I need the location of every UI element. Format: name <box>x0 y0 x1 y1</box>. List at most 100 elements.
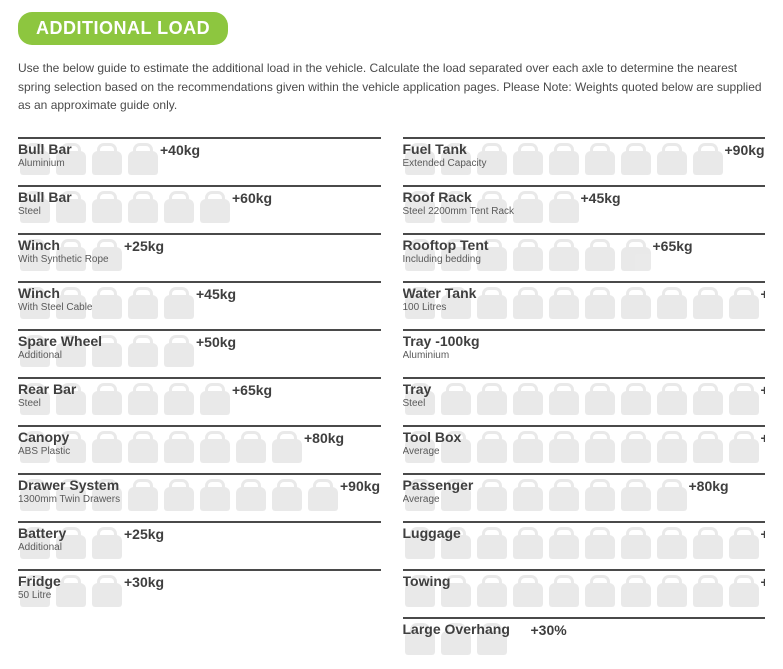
row-subtitle: Average <box>403 446 462 457</box>
weight-icon <box>691 575 725 607</box>
row-subtitle: ABS Plastic <box>18 446 70 457</box>
load-row: Towing +100-300kg <box>403 569 766 609</box>
columns-container: Bull BarAluminium+40kgBull BarSteel+60kg… <box>18 137 765 657</box>
row-value: +400kg <box>761 382 766 398</box>
row-labels: WinchWith Steel Cable <box>18 286 92 313</box>
weight-icon <box>583 239 617 271</box>
weight-icon <box>691 431 725 463</box>
row-subtitle: Steel <box>18 398 76 409</box>
row-labels: Fridge50 Litre <box>18 574 61 601</box>
weight-icon <box>90 431 124 463</box>
weight-icon <box>162 479 196 511</box>
row-value: +45kg <box>581 190 621 206</box>
weight-icon <box>90 527 124 559</box>
weight-icon <box>90 383 124 415</box>
weight-icon <box>198 479 232 511</box>
row-labels: PassengerAverage <box>403 478 474 505</box>
row-value: +100-300kg <box>761 526 766 542</box>
weight-icon <box>126 287 160 319</box>
weight-icon <box>439 383 473 415</box>
weight-icon <box>511 191 545 223</box>
weight-icon <box>234 479 268 511</box>
weight-icon <box>619 575 653 607</box>
row-value: +50kg <box>196 334 236 350</box>
row-value: +40kg <box>160 142 200 158</box>
right-column: Fuel TankExtended Capacity+90kgRoof Rack… <box>403 137 766 657</box>
row-subtitle: 1300mm Twin Drawers <box>18 494 120 505</box>
row-title: Towing <box>403 574 451 589</box>
weight-icon <box>90 143 124 175</box>
weight-icon <box>511 383 545 415</box>
row-labels: Fuel TankExtended Capacity <box>403 142 487 169</box>
weight-icon <box>198 431 232 463</box>
weight-icon <box>475 575 509 607</box>
load-row: Large Overhang+30% <box>403 617 766 657</box>
weight-icon <box>126 383 160 415</box>
weight-icon <box>162 335 196 367</box>
weight-icon <box>691 383 725 415</box>
row-title: Tray -100kg <box>403 334 480 349</box>
weight-icon <box>198 383 232 415</box>
weight-icon <box>547 239 581 271</box>
weight-icon <box>655 431 689 463</box>
weight-icons <box>403 383 761 415</box>
left-column: Bull BarAluminium+40kgBull BarSteel+60kg… <box>18 137 381 657</box>
row-value: +80kg <box>689 478 729 494</box>
weight-icon <box>619 383 653 415</box>
weight-icon <box>511 287 545 319</box>
weight-icon <box>547 575 581 607</box>
weight-icon <box>270 479 304 511</box>
row-title: Tray <box>403 382 432 397</box>
load-row: Bull BarAluminium +40kg <box>18 137 381 177</box>
row-title: Bull Bar <box>18 190 72 205</box>
row-title: Canopy <box>18 430 70 445</box>
row-labels: Water Tank100 Litres <box>403 286 477 313</box>
weight-icon <box>511 143 545 175</box>
weight-icon <box>655 383 689 415</box>
row-labels: Tray -100kgAluminium <box>403 334 480 361</box>
row-subtitle: 50 Litre <box>18 590 61 601</box>
load-row: Rear BarSteel+65kg <box>18 377 381 417</box>
row-labels: Luggage <box>403 526 461 541</box>
row-title: Water Tank <box>403 286 477 301</box>
weight-icon <box>547 191 581 223</box>
weight-icon <box>198 191 232 223</box>
row-value: +65kg <box>653 238 693 254</box>
row-value: +90kg <box>725 142 765 158</box>
load-row: Bull BarSteel +60kg <box>18 185 381 225</box>
load-row: TraySteel +400kg <box>403 377 766 417</box>
row-title: Large Overhang <box>403 622 510 637</box>
row-labels: Tool BoxAverage <box>403 430 462 457</box>
row-value: +100-300kg <box>761 574 766 590</box>
load-row: Spare WheelAdditional+50kg <box>18 329 381 369</box>
row-subtitle: Aluminium <box>18 158 72 169</box>
load-row: Drawer System1300mm Twin Drawers+90kg <box>18 473 381 513</box>
row-subtitle: Additional <box>18 350 102 361</box>
load-row: Luggage +100-300kg <box>403 521 766 561</box>
row-title: Drawer System <box>18 478 120 493</box>
row-labels: Rooftop TentIncluding bedding <box>403 238 489 265</box>
row-labels: Bull BarSteel <box>18 190 72 217</box>
weight-icon <box>162 287 196 319</box>
row-labels: Bull BarAluminium <box>18 142 72 169</box>
weight-icon <box>583 479 617 511</box>
row-subtitle: Extended Capacity <box>403 158 487 169</box>
weight-icon <box>547 287 581 319</box>
weight-icon <box>162 431 196 463</box>
row-title: Tool Box <box>403 430 462 445</box>
row-subtitle: Including bedding <box>403 254 489 265</box>
weight-icon <box>583 431 617 463</box>
row-value: +60kg <box>232 190 272 206</box>
row-subtitle: With Synthetic Rope <box>18 254 109 265</box>
row-value: +25kg <box>124 526 164 542</box>
row-value: +30kg <box>124 574 164 590</box>
load-row: PassengerAverage +80kg <box>403 473 766 513</box>
row-labels: Rear BarSteel <box>18 382 76 409</box>
row-labels: TraySteel <box>403 382 432 409</box>
row-title: Passenger <box>403 478 474 493</box>
load-row: Rooftop TentIncluding bedding +65kg <box>403 233 766 273</box>
weight-icon <box>126 191 160 223</box>
weight-icon <box>547 143 581 175</box>
load-row: Fridge50 Litre +30kg <box>18 569 381 609</box>
weight-icon <box>619 239 653 271</box>
